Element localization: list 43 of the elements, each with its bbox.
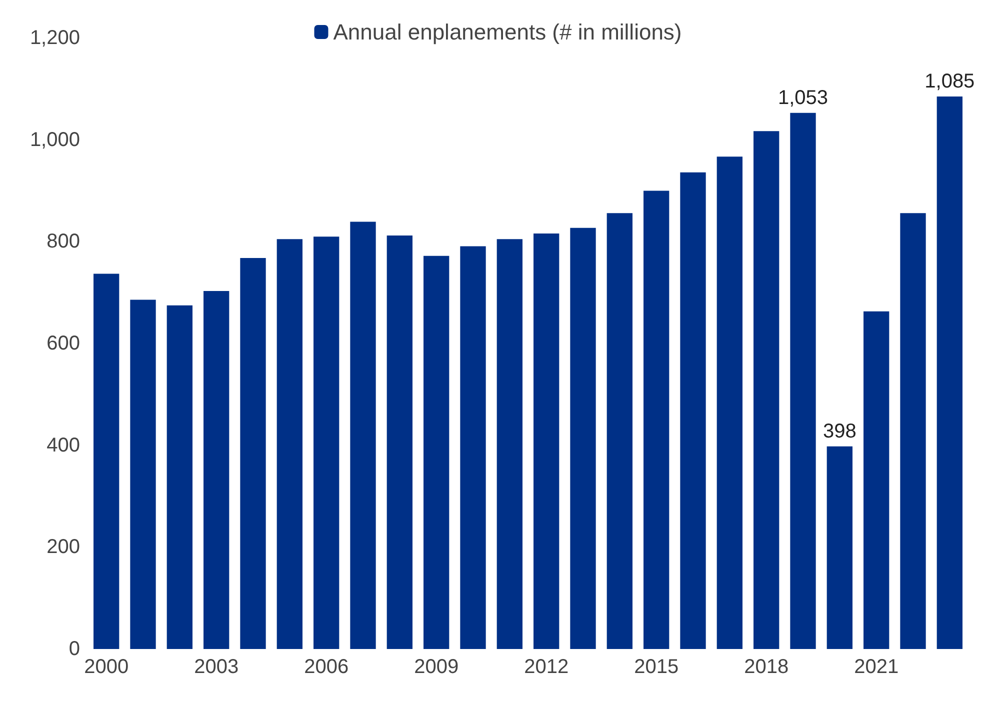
- legend-label: Annual enplanements (# in millions): [333, 20, 682, 44]
- bar: [754, 131, 780, 649]
- bar: [826, 446, 852, 649]
- bar: [350, 222, 376, 649]
- bar: [314, 236, 340, 649]
- bar: [130, 300, 156, 649]
- bar: [386, 236, 412, 649]
- bar: [166, 305, 192, 649]
- x-tick-label: 2015: [634, 656, 679, 678]
- y-tick-label: 800: [46, 230, 80, 253]
- bar: [790, 112, 816, 649]
- bar: [570, 228, 596, 649]
- data-label: 1,053: [778, 86, 828, 109]
- x-tick-label: 2012: [524, 656, 569, 678]
- bar: [716, 156, 742, 649]
- bar: [534, 234, 560, 649]
- x-tick-label: 2003: [194, 656, 239, 678]
- bar: [460, 246, 486, 649]
- bar: [936, 96, 962, 649]
- bar: [864, 311, 890, 649]
- bar: [94, 274, 120, 649]
- bar: [680, 172, 706, 649]
- x-tick-label: 2009: [414, 656, 459, 678]
- bar: [644, 190, 670, 649]
- y-tick-label: 400: [46, 434, 80, 456]
- y-tick-label: 0: [68, 638, 80, 660]
- x-tick-label: 2018: [744, 656, 789, 678]
- data-label: 398: [822, 420, 856, 442]
- bar: [496, 239, 522, 649]
- y-tick-label: 200: [46, 536, 80, 558]
- x-tick-label: 2006: [304, 656, 349, 678]
- data-label: 1,085: [924, 70, 975, 93]
- y-tick-label: 1,200: [30, 27, 80, 49]
- bar: [424, 256, 450, 649]
- x-tick-label: 2021: [854, 656, 899, 678]
- x-tick-label: 2000: [84, 656, 129, 678]
- bar: [204, 291, 230, 649]
- y-tick-label: 600: [46, 332, 80, 354]
- bar: [900, 213, 926, 649]
- y-tick-label: 1,000: [30, 128, 80, 151]
- bar: [240, 258, 266, 649]
- bar: [606, 213, 632, 649]
- bar: [276, 239, 302, 649]
